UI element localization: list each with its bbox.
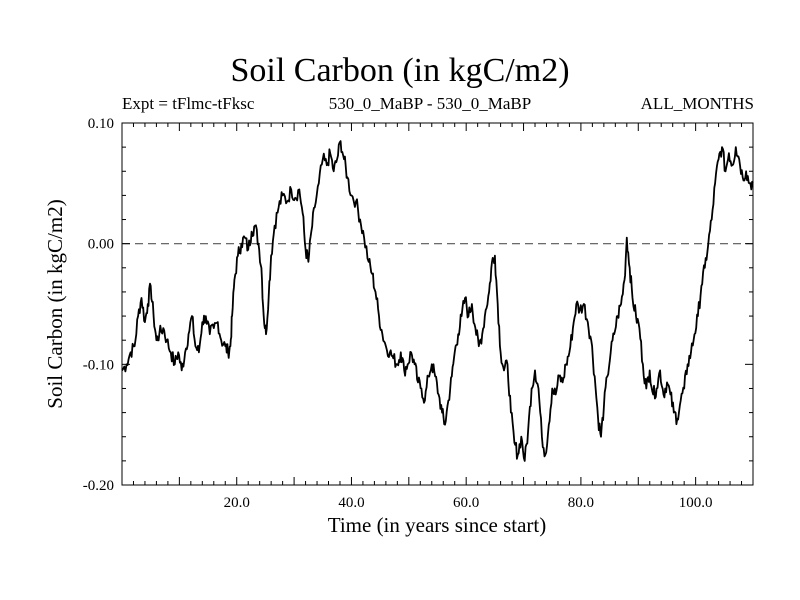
- x-tick-label: 80.0: [568, 495, 594, 511]
- y-axis-label: Soil Carbon (in kgC/m2): [43, 199, 67, 408]
- x-tick-label: 100.0: [679, 495, 713, 511]
- x-axis-label: Time (in years since start): [328, 513, 547, 537]
- y-axis: 0.10 0.00 -0.10 -0.20: [83, 116, 753, 494]
- y-tick-label: 0.00: [88, 237, 114, 253]
- chart-title: Soil Carbon (in kgC/m2): [230, 52, 570, 89]
- y-tick-label: -0.20: [83, 478, 114, 494]
- series-line-soil-carbon: [121, 140, 754, 462]
- period-label: ALL_MONTHS: [640, 94, 754, 113]
- x-tick-label: 60.0: [453, 495, 479, 511]
- plot-area: [121, 122, 754, 486]
- y-tick-label: -0.10: [83, 357, 114, 373]
- x-tick-label: 20.0: [224, 495, 250, 511]
- y-tick-label: 0.10: [88, 116, 114, 132]
- experiment-label: Expt = tFlmc-tFksc: [122, 94, 255, 113]
- x-tick-label: 40.0: [338, 495, 364, 511]
- chart-subtitle: 530_0_MaBP - 530_0_MaBP: [328, 94, 532, 113]
- x-axis: 20.0 40.0 60.0 80.0 100.0: [121, 123, 754, 511]
